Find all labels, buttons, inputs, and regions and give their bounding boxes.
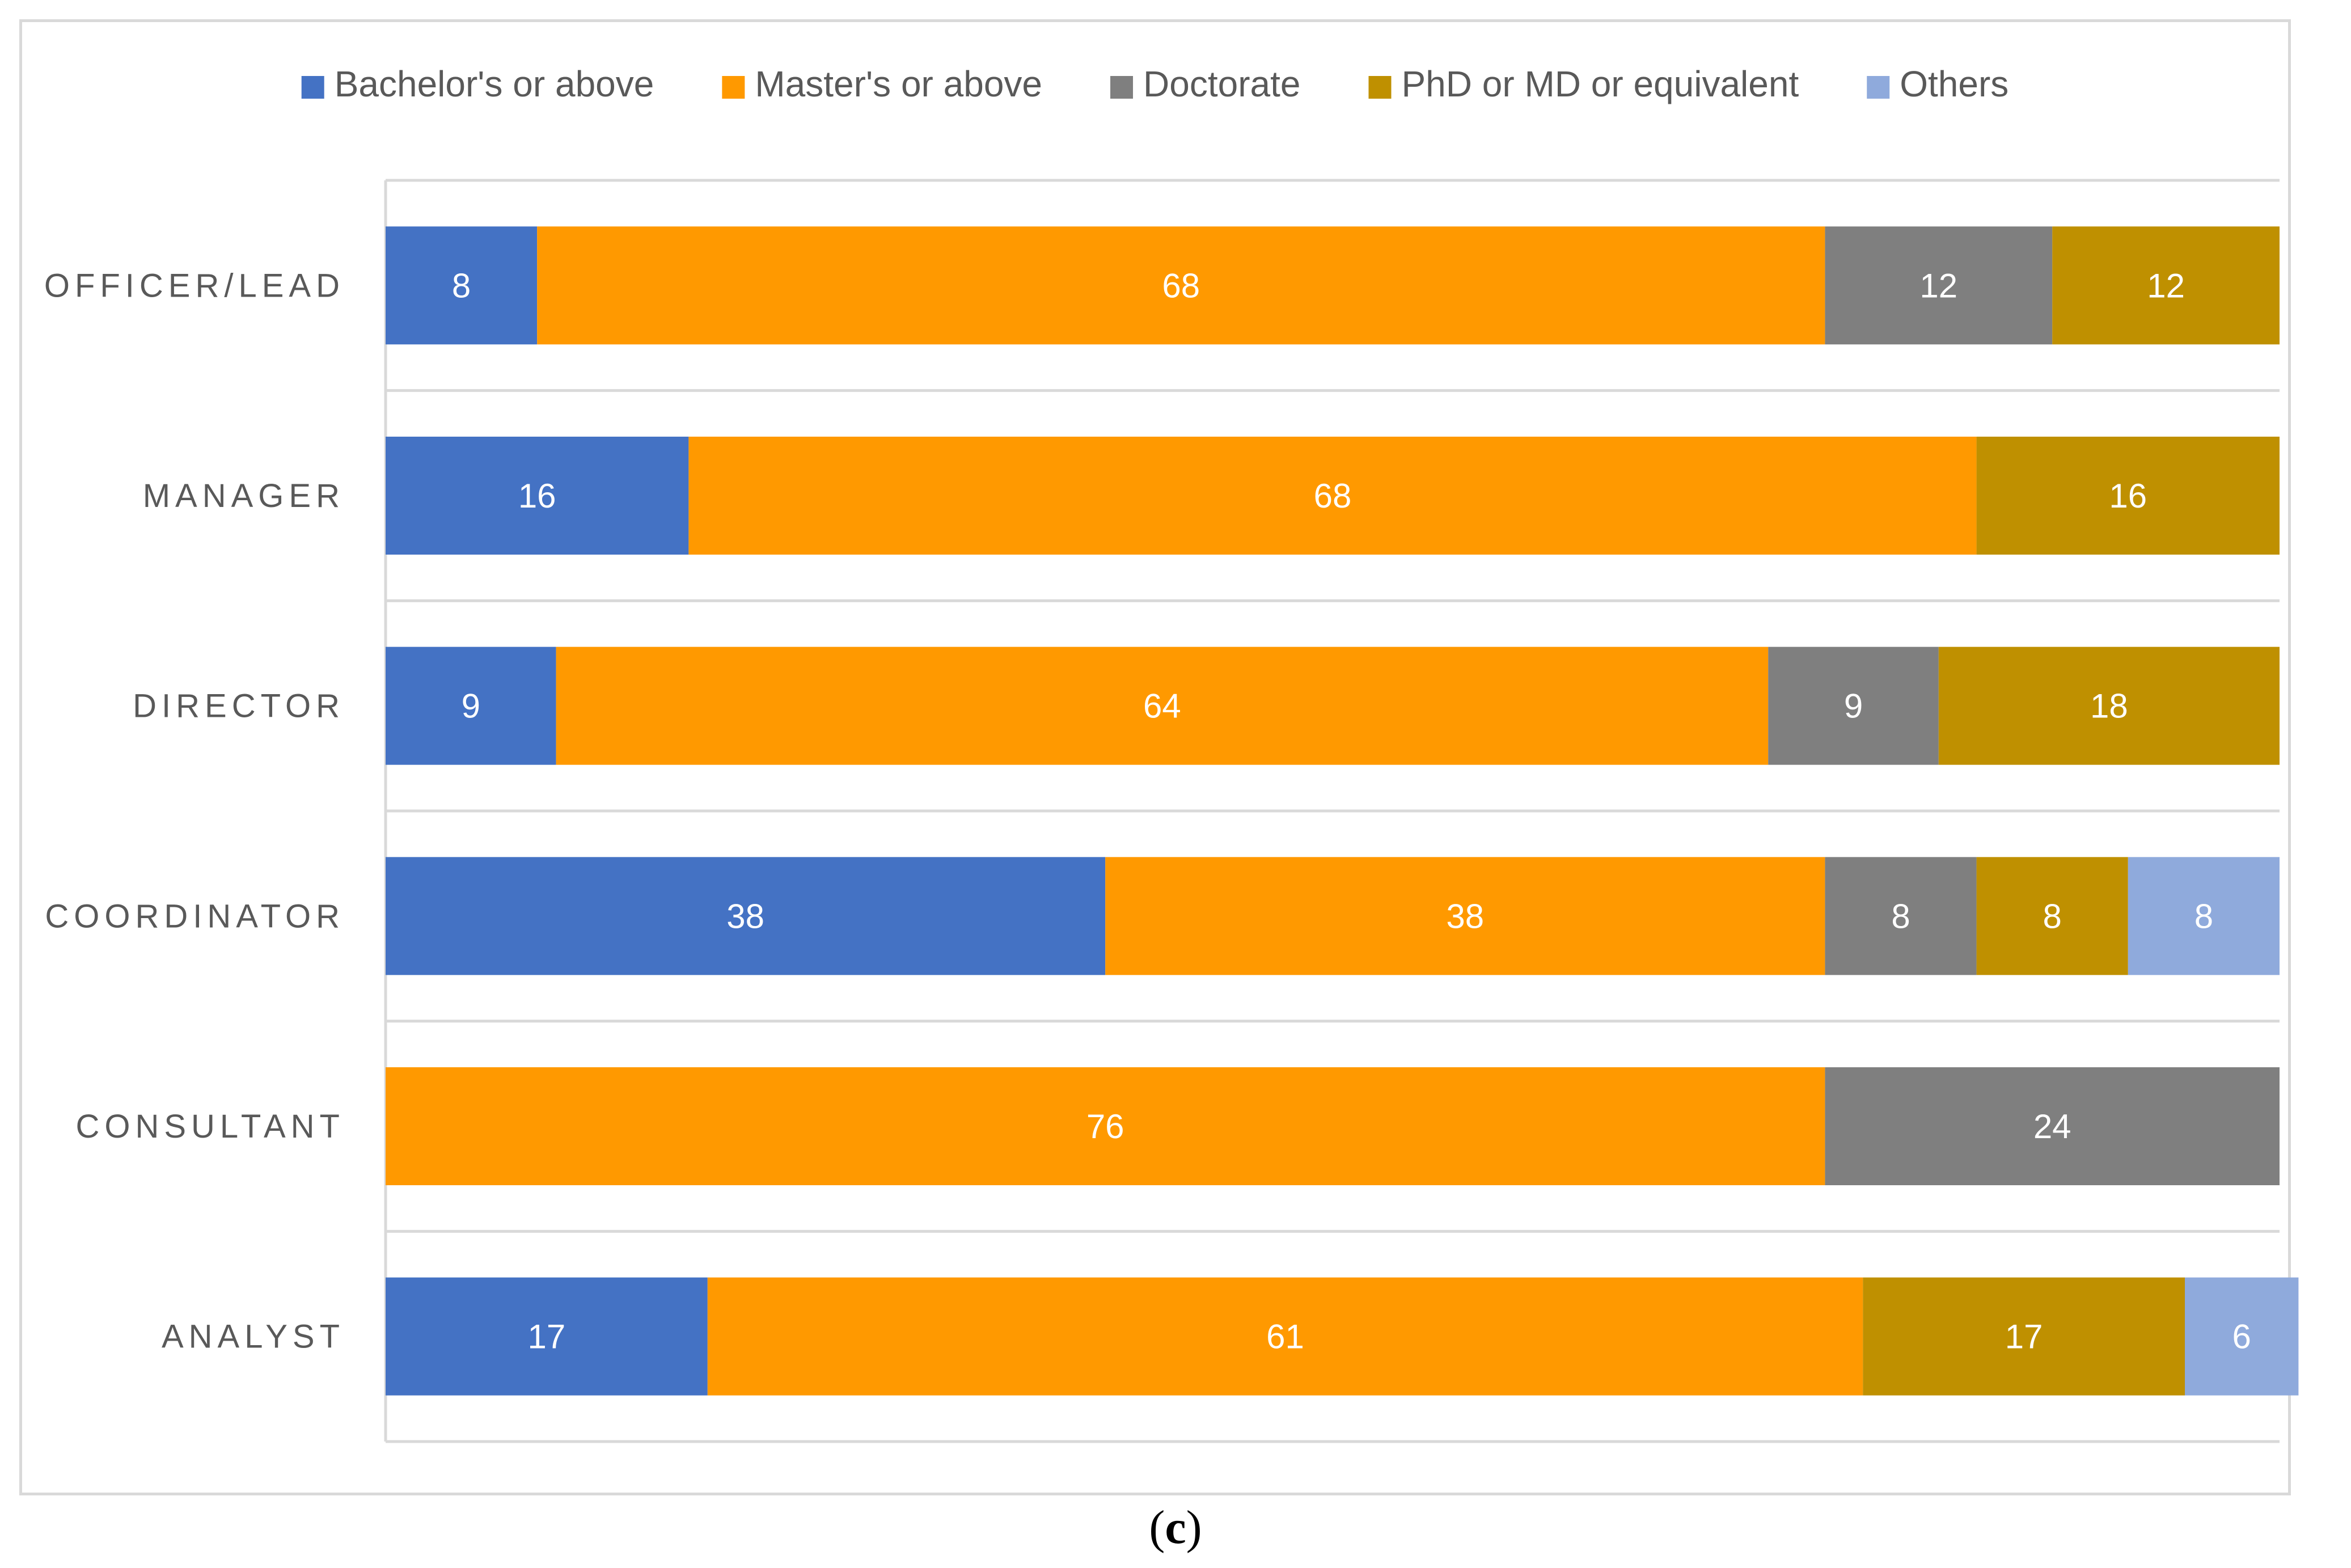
bar-consultant-doctorate <box>1825 1067 2280 1185</box>
legend-swatch <box>301 76 324 99</box>
data-label-analyst-phd-or-md-or-equivalent: 17 <box>2005 1318 2043 1356</box>
data-label-manager-bachelor-s-or-above: 16 <box>518 477 556 515</box>
data-label-coordinator-bachelor-s-or-above: 38 <box>726 897 764 935</box>
bar-manager-master-s-or-above <box>688 437 1977 555</box>
legend-label: Bachelor's or above <box>335 64 654 104</box>
legend-label: Master's or above <box>755 64 1042 104</box>
bar-officer-lead-doctorate <box>1825 226 2053 345</box>
bar-manager-phd-or-md-or-equivalent <box>1976 437 2280 555</box>
legend-item-bachelor-s-or-above: Bachelor's or above <box>301 64 654 104</box>
bar-director-bachelor-s-or-above <box>386 646 556 765</box>
bar-director-phd-or-md-or-equivalent <box>1938 646 2280 765</box>
category-label-coordinator: COORDINATOR <box>45 898 345 935</box>
bar-consultant-master-s-or-above <box>386 1067 1825 1185</box>
data-label-director-master-s-or-above: 64 <box>1143 687 1181 725</box>
bar-coordinator-phd-or-md-or-equivalent <box>1976 857 2128 975</box>
bars: 8 68 12 12 16 68 16 9 64 9 18 38 38 8 8 8 76 24 17 61 17 6 <box>386 226 2299 1396</box>
legend-item-phd-or-md-or-equivalent: PhD or MD or equivalent <box>1368 64 1799 104</box>
bar-director-master-s-or-above <box>556 646 1769 765</box>
bar-analyst-bachelor-s-or-above <box>386 1277 708 1396</box>
stacked-bar-chart: Bachelor's or above Master's or above Doct… <box>44 64 2299 1443</box>
legend-item-others: Others <box>1867 64 2009 104</box>
legend-swatch <box>1110 76 1134 99</box>
category-labels: OFFICER/LEAD MANAGER DIRECTOR COORDINATOR CO… <box>44 267 345 1355</box>
legend-label: Doctorate <box>1143 64 1300 104</box>
data-label-officer-lead-master-s-or-above: 68 <box>1162 267 1200 305</box>
bar-coordinator-bachelor-s-or-above <box>386 857 1106 975</box>
bar-coordinator-others <box>2128 857 2280 975</box>
bar-manager-bachelor-s-or-above <box>386 437 689 555</box>
data-label-coordinator-doctorate: 8 <box>1891 897 1910 935</box>
data-label-coordinator-phd-or-md-or-equivalent: 8 <box>2043 897 2062 935</box>
legend-label: PhD or MD or equivalent <box>1401 64 1799 104</box>
data-label-director-bachelor-s-or-above: 9 <box>462 687 480 725</box>
category-label-director: DIRECTOR <box>133 688 345 725</box>
data-label-director-phd-or-md-or-equivalent: 18 <box>2090 687 2128 725</box>
caption-letter: c <box>1165 1501 1186 1554</box>
legend-item-master-s-or-above: Master's or above <box>722 64 1042 104</box>
category-label-officer-lead: OFFICER/LEAD <box>44 267 345 304</box>
category-label-analyst: ANALYST <box>162 1318 345 1355</box>
bar-director-doctorate <box>1768 646 1939 765</box>
data-label-analyst-bachelor-s-or-above: 17 <box>528 1318 566 1356</box>
category-label-consultant: CONSULTANT <box>75 1108 345 1145</box>
bar-officer-lead-phd-or-md-or-equivalent <box>2052 226 2280 345</box>
figure-caption: (c) <box>0 1500 2351 1555</box>
data-label-director-doctorate: 9 <box>1844 687 1863 725</box>
data-label-coordinator-others: 8 <box>2194 897 2213 935</box>
bar-analyst-others <box>2185 1277 2299 1396</box>
data-label-officer-lead-phd-or-md-or-equivalent: 12 <box>2147 267 2185 305</box>
caption-close: ) <box>1186 1501 1202 1554</box>
bar-coordinator-master-s-or-above <box>1105 857 1825 975</box>
bar-analyst-master-s-or-above <box>707 1277 1863 1396</box>
caption-open: ( <box>1149 1501 1165 1554</box>
data-label-consultant-doctorate: 24 <box>2033 1108 2071 1146</box>
data-label-analyst-master-s-or-above: 61 <box>1266 1318 1304 1356</box>
data-label-consultant-master-s-or-above: 76 <box>1086 1108 1124 1146</box>
category-label-manager: MANAGER <box>143 477 345 514</box>
legend-label: Others <box>1900 64 2009 104</box>
legend-item-doctorate: Doctorate <box>1110 64 1300 104</box>
category-separators <box>384 179 2280 1443</box>
legend: Bachelor's or above Master's or above Doct… <box>301 64 2009 104</box>
bar-coordinator-doctorate <box>1825 857 1977 975</box>
legend-swatch <box>1368 76 1392 99</box>
bar-officer-lead-master-s-or-above <box>537 226 1825 345</box>
data-label-analyst-others: 6 <box>2232 1318 2251 1356</box>
data-label-manager-phd-or-md-or-equivalent: 16 <box>2109 477 2147 515</box>
bar-analyst-phd-or-md-or-equivalent <box>1863 1277 2185 1396</box>
data-label-officer-lead-bachelor-s-or-above: 8 <box>452 267 471 305</box>
data-label-manager-master-s-or-above: 68 <box>1314 477 1352 515</box>
legend-swatch <box>722 76 745 99</box>
data-label-officer-lead-doctorate: 12 <box>1919 267 1957 305</box>
bar-officer-lead-bachelor-s-or-above <box>386 226 538 345</box>
data-label-coordinator-master-s-or-above: 38 <box>1446 897 1484 935</box>
legend-swatch <box>1867 76 1890 99</box>
